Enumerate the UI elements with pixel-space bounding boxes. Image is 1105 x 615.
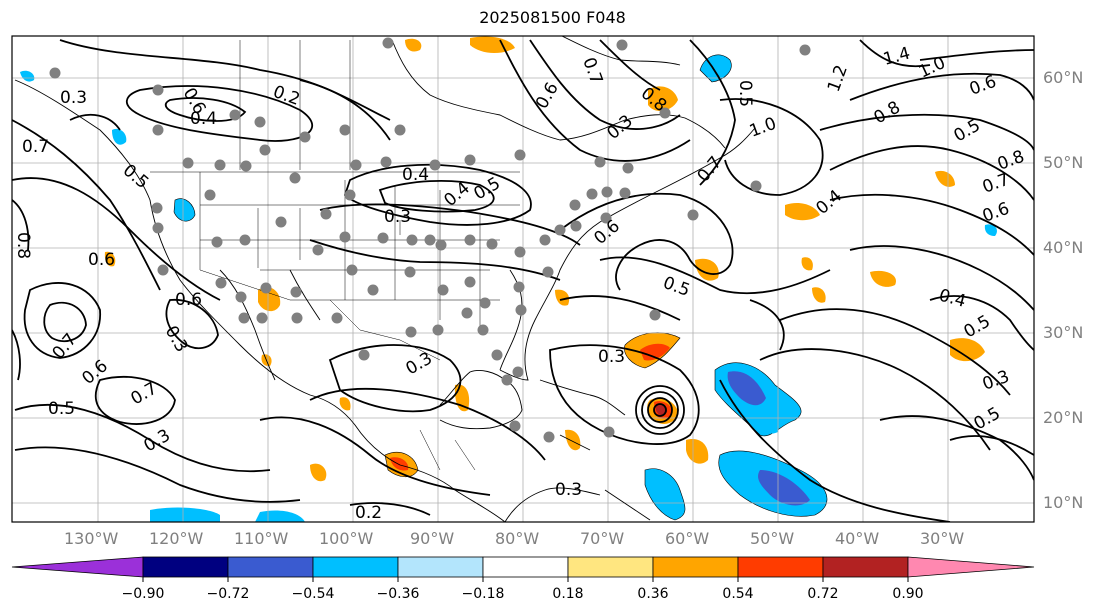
colorbar-bin bbox=[142, 556, 229, 578]
colorbar-tick-label: −0.18 bbox=[461, 586, 505, 602]
lat-label: 60°N bbox=[1043, 68, 1084, 87]
lon-label: 130°W bbox=[64, 529, 119, 548]
colorbar-bin bbox=[227, 556, 314, 578]
lat-label: 50°N bbox=[1043, 153, 1084, 172]
colorbar-extend-high bbox=[907, 556, 1035, 578]
contour-label: 0.3 bbox=[60, 88, 87, 108]
colorbar-tick-label: −0.54 bbox=[291, 586, 335, 602]
lon-label: 110°W bbox=[234, 529, 289, 548]
contour-label: 0.6 bbox=[88, 250, 115, 270]
colorbar-bin bbox=[737, 556, 824, 578]
contour-label: 0.3 bbox=[598, 347, 625, 367]
colorbar-tick-label: −0.36 bbox=[376, 586, 420, 602]
station-markers bbox=[49, 37, 811, 443]
colorbar bbox=[11, 556, 1035, 578]
colorbar-tick-label: 0.90 bbox=[892, 586, 924, 602]
contour-label: 0.4 bbox=[402, 165, 429, 185]
colorbar-tick-label: −0.90 bbox=[121, 586, 165, 602]
coastlines bbox=[14, 36, 756, 522]
colorbar-tick-label: 0.18 bbox=[552, 586, 584, 602]
colorbar-extend-low bbox=[11, 556, 144, 578]
lat-label: 10°N bbox=[1043, 493, 1084, 512]
contour-label: 0.6 bbox=[175, 290, 202, 310]
colorbar-bin bbox=[482, 556, 569, 578]
lon-label: 60°W bbox=[665, 529, 710, 548]
contour-label: 0.8 bbox=[13, 232, 33, 259]
colorbar-bin bbox=[312, 556, 399, 578]
lat-label: 30°N bbox=[1043, 323, 1084, 342]
colorbar-bin bbox=[652, 556, 739, 578]
contour-label: 0.2 bbox=[355, 503, 382, 523]
lon-label: 40°W bbox=[835, 529, 880, 548]
lon-label: 90°W bbox=[410, 529, 455, 548]
colorbar-ticks bbox=[142, 577, 909, 582]
contour-label: 0.7 bbox=[22, 137, 49, 157]
lon-label: 100°W bbox=[319, 529, 374, 548]
colorbar-bin bbox=[567, 556, 654, 578]
lat-label: 40°N bbox=[1043, 238, 1084, 257]
colorbar-tick-label: 0.36 bbox=[637, 586, 669, 602]
graticule bbox=[12, 36, 1034, 522]
lat-label: 20°N bbox=[1043, 408, 1084, 427]
lon-label: 80°W bbox=[495, 529, 540, 548]
map-frame bbox=[11, 35, 1035, 523]
contour-label: 0.3 bbox=[384, 207, 411, 227]
contour-label: 0.5 bbox=[48, 399, 75, 419]
colorbar-tick-label: −0.72 bbox=[206, 586, 250, 602]
contour-label: 0.5 bbox=[735, 80, 755, 107]
colorbar-tick-label: 0.72 bbox=[807, 586, 839, 602]
political-borders bbox=[150, 40, 520, 471]
colorbar-bin bbox=[397, 556, 484, 578]
map-title: 2025081500 F048 bbox=[479, 8, 626, 27]
colorbar-tick-label: 0.54 bbox=[722, 586, 754, 602]
lon-label: 120°W bbox=[149, 529, 204, 548]
contour-lines bbox=[12, 39, 1034, 522]
lon-label: 30°W bbox=[920, 529, 965, 548]
lon-label: 70°W bbox=[580, 529, 625, 548]
contour-label: 0.4 bbox=[190, 109, 217, 129]
lon-label: 50°W bbox=[750, 529, 795, 548]
contour-label: 0.3 bbox=[555, 480, 582, 500]
colorbar-bin bbox=[822, 556, 909, 578]
